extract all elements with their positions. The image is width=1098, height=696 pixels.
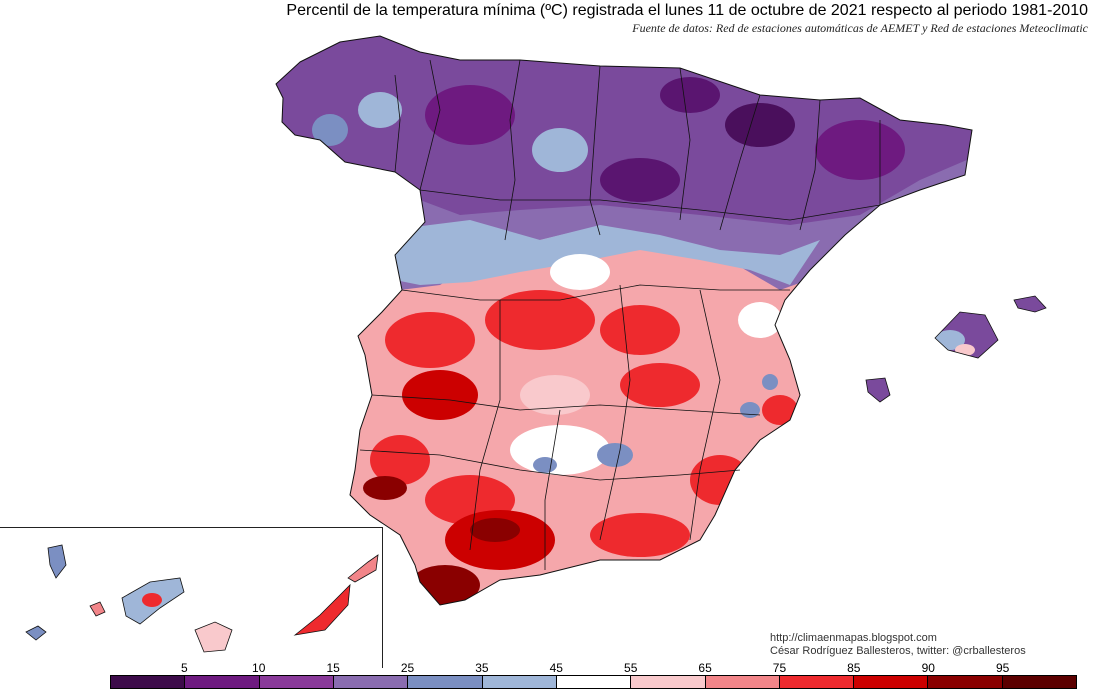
legend-label: 35: [475, 661, 489, 675]
legend-swatch: [854, 676, 929, 688]
legend-label: 95: [995, 661, 1010, 675]
legend-label: 10: [252, 661, 266, 675]
legend-label: 75: [772, 661, 787, 675]
author-credit: César Rodríguez Ballesteros, twitter: @c…: [770, 645, 1026, 657]
legend-label: 45: [549, 661, 563, 675]
legend-swatch: [408, 676, 483, 688]
legend-swatch: [185, 676, 260, 688]
legend-swatch: [482, 676, 557, 688]
legend-swatch: [1002, 676, 1077, 688]
legend-label: 55: [624, 661, 638, 675]
legend-swatch: [705, 676, 780, 688]
legend-labels: 5 10 15 25 35 45 55 65 75 85 90 95: [110, 661, 1077, 675]
legend-swatch: [556, 676, 632, 688]
legend-swatch: [631, 676, 706, 688]
legend-label: 65: [698, 661, 712, 675]
canary-inset-frame: [0, 527, 383, 668]
legend-label: 5: [181, 661, 188, 675]
legend-swatch: [779, 676, 855, 688]
peninsula-outline: [275, 35, 973, 606]
balearic-islands: [865, 295, 1047, 403]
map-title: Percentil de la temperatura mínima (ºC) …: [286, 2, 1088, 19]
province-borders: [359, 59, 881, 570]
credits: http://climaenmapas.blogspot.com César R…: [770, 632, 1026, 658]
legend-color-bar: [110, 675, 1077, 689]
legend-label: 85: [847, 661, 861, 675]
legend-label: 90: [921, 661, 935, 675]
legend-label: 15: [326, 661, 340, 675]
legend-label: 25: [400, 661, 415, 675]
data-source-subtitle: Fuente de datos: Red de estaciones autom…: [632, 21, 1088, 35]
canary-islands: [25, 544, 379, 653]
blog-url: http://climaenmapas.blogspot.com: [770, 632, 937, 644]
color-legend: 5 10 15 25 35 45 55 65 75 85 90 95: [110, 661, 1077, 689]
legend-swatch: [259, 676, 334, 688]
legend-swatch: [111, 676, 186, 688]
legend-swatch: [333, 676, 409, 688]
legend-swatch: [928, 676, 1003, 688]
